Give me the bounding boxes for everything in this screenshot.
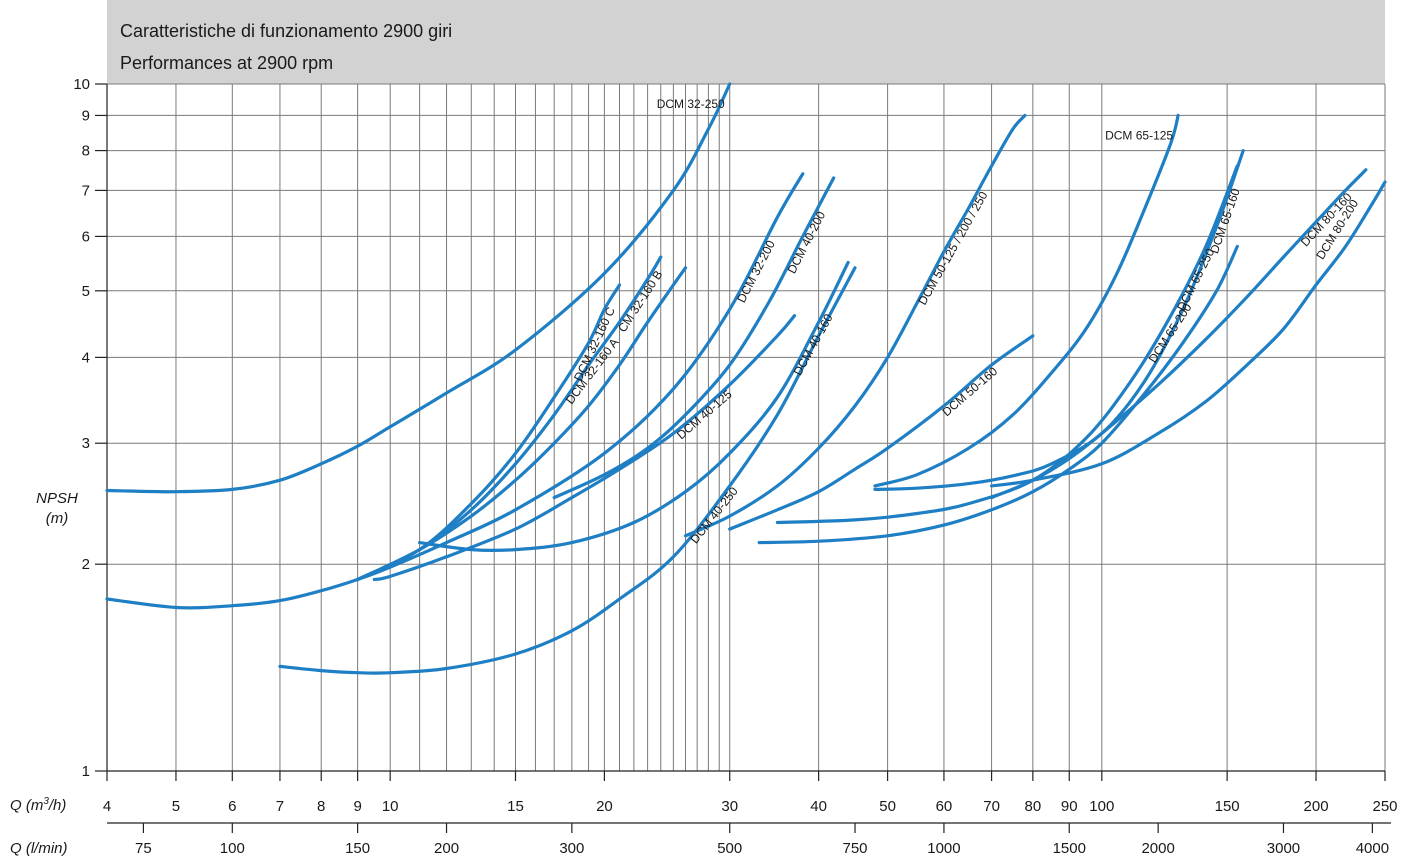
x2-tick-label: 1500 bbox=[1053, 840, 1086, 857]
x-tick-label: 10 bbox=[382, 798, 399, 815]
x-tick-label: 9 bbox=[353, 798, 361, 815]
y-tick-label: 5 bbox=[82, 283, 90, 300]
x-tick-label: 15 bbox=[507, 798, 524, 815]
x-tick-label: 50 bbox=[879, 798, 896, 815]
x2-tick-label: 3000 bbox=[1267, 840, 1300, 857]
x-tick-label: 8 bbox=[317, 798, 325, 815]
chart-subtitle: Performances at 2900 rpm bbox=[120, 53, 333, 73]
x2-tick-label: 200 bbox=[434, 840, 459, 857]
curve-dcm-32-160-c bbox=[356, 283, 622, 582]
curve-label-dcm-40-160: DCM 40-160 bbox=[791, 311, 836, 378]
curve-dcm-65-125 bbox=[873, 113, 1180, 488]
x-tick-label: 80 bbox=[1025, 798, 1042, 815]
curve-label-dcm-40-200: DCM 40-200 bbox=[785, 209, 829, 276]
y-tick-label: 7 bbox=[82, 182, 90, 199]
curve-dcm-32-200 bbox=[105, 172, 805, 610]
curve-dcm-32-160-a bbox=[356, 266, 688, 582]
y-tick-label: 3 bbox=[82, 435, 90, 452]
x2-axis-label: Q (l/min) bbox=[10, 840, 68, 857]
x2-tick-label: 1000 bbox=[927, 840, 960, 857]
x-tick-label: 4 bbox=[103, 798, 111, 815]
x2-tick-label: 150 bbox=[345, 840, 370, 857]
chart-title: Caratteristiche di funzionamento 2900 gi… bbox=[120, 21, 452, 41]
y-tick-label: 10 bbox=[73, 76, 90, 93]
x2-tick-label: 4000 bbox=[1356, 840, 1389, 857]
curve-dcm-50-160 bbox=[728, 334, 1035, 531]
y-tick-label: 6 bbox=[82, 228, 90, 245]
y-axis: 1 2 3 4 5 6 7 8 9 10 bbox=[73, 76, 107, 780]
y-tick-label: 1 bbox=[82, 763, 90, 780]
curve-dcm-80-200 bbox=[990, 180, 1387, 488]
curve-dcm-50-125-200-250 bbox=[683, 113, 1027, 538]
x-tick-label: 7 bbox=[276, 798, 284, 815]
x2-tick-label: 2000 bbox=[1141, 840, 1174, 857]
grid bbox=[106, 83, 1386, 772]
x-tick-label: 40 bbox=[810, 798, 827, 815]
x-tick-label: 5 bbox=[172, 798, 180, 815]
y-axis-label-line1: NPSH bbox=[36, 490, 78, 507]
curve-label-dcm-65-125: DCM 65-125 bbox=[1105, 128, 1173, 142]
curve-dcm-32-250 bbox=[105, 82, 732, 494]
y-axis-label-line2: (m) bbox=[46, 510, 69, 527]
curve-label-cm-32-160-b: CM 32-160 B bbox=[615, 268, 665, 335]
x-tick-label: 20 bbox=[596, 798, 613, 815]
x-axis: 4 5 6 7 8 9 10 15 20 30 40 50 60 70 80 90 100 150 200 250 bbox=[103, 770, 1398, 815]
x2-tick-label: 750 bbox=[843, 840, 868, 857]
x-tick-label: 90 bbox=[1061, 798, 1078, 815]
x-tick-label: 100 bbox=[1089, 798, 1114, 815]
x2-tick-label: 500 bbox=[717, 840, 742, 857]
curve-dcm-40-125 bbox=[372, 314, 797, 582]
x-tick-label: 6 bbox=[228, 798, 236, 815]
x-tick-label: 250 bbox=[1372, 798, 1397, 815]
x2-tick-label: 300 bbox=[559, 840, 584, 857]
header-band bbox=[107, 0, 1385, 84]
y-tick-label: 9 bbox=[82, 107, 90, 124]
x-tick-label: 30 bbox=[721, 798, 738, 815]
x-tick-label: 200 bbox=[1304, 798, 1329, 815]
y-tick-label: 4 bbox=[82, 349, 90, 366]
x-axis-label: Q (m3/h) bbox=[10, 796, 66, 814]
curve-dcm-80-160 bbox=[990, 168, 1368, 500]
y-tick-label: 8 bbox=[82, 143, 90, 160]
curves bbox=[105, 82, 1387, 675]
x2-axis: 75 100 150 200 300 500 750 1000 1500 2000 3000 4000 bbox=[107, 822, 1391, 857]
y-tick-label: 2 bbox=[82, 556, 90, 573]
curve-dcm-40-250 bbox=[278, 266, 857, 675]
x-tick-label: 150 bbox=[1215, 798, 1240, 815]
x-tick-label: 60 bbox=[936, 798, 953, 815]
curve-label-dcm-50-125-200-250: DCM 50-125 / 200 / 250 bbox=[915, 189, 990, 308]
curve-dcm-65-160 bbox=[873, 149, 1245, 491]
curve-label-dcm-32-250: DCM 32-250 bbox=[657, 97, 725, 111]
curve-dcm-40-160 bbox=[418, 260, 850, 553]
x-tick-label: 70 bbox=[983, 798, 1000, 815]
x2-tick-label: 100 bbox=[220, 840, 245, 857]
x2-tick-label: 75 bbox=[135, 840, 152, 857]
curve-dcm-40-200 bbox=[552, 176, 836, 500]
curve-dcm-65-200 bbox=[757, 244, 1239, 545]
